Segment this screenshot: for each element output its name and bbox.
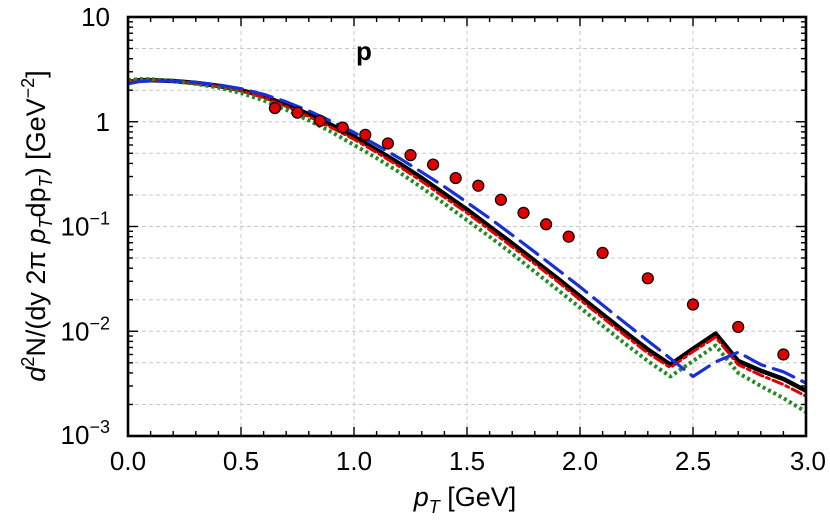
data-point (336, 121, 349, 134)
y-axis-label-part: 2 (18, 357, 38, 367)
y-tick-label: 10−3 (61, 417, 110, 450)
x-tick-label: 1.5 (449, 446, 485, 476)
x-axis-label: pT [GeV] (413, 482, 517, 517)
series-line-dashed (128, 79, 806, 385)
data-point (404, 149, 417, 162)
y-axis-label-part: T (36, 215, 56, 228)
data-point (732, 320, 745, 334)
data-point (777, 348, 790, 361)
x-tick-label: 3.0 (790, 446, 826, 476)
data-point (381, 137, 394, 150)
x-axis-label-unit: [GeV] (440, 482, 517, 512)
data-point (562, 230, 575, 243)
y-axis-label-part: ] (21, 70, 51, 78)
x-tick-label: 0.0 (110, 446, 146, 476)
grid (128, 17, 806, 436)
y-axis-label: d2N/(dy 2π pTdpT) [GeV−2] (18, 70, 56, 381)
panel-label: p (356, 36, 372, 66)
data-point (291, 106, 304, 119)
data-point (427, 158, 440, 171)
y-tick-labels: 10 1 10−1 10−2 10−3 (61, 2, 110, 450)
y-axis-label-part: dp (21, 187, 51, 217)
data-point (494, 193, 507, 206)
y-axis-label-part: N/(dy 2 (21, 270, 51, 357)
x-tick-label: 2.0 (562, 446, 598, 476)
x-tick-label: 0.5 (223, 446, 259, 476)
y-axis-label-part: d (21, 366, 51, 382)
data-point (539, 218, 553, 231)
series-line-dotted (128, 77, 806, 414)
x-axis-label-sub: T (429, 497, 442, 517)
y-axis-label-part: −2 (18, 78, 38, 99)
x-axis-label-main: p (413, 482, 429, 512)
axis-ticks (127, 16, 807, 437)
data-point (596, 246, 609, 259)
data-point (359, 128, 372, 141)
data-point (268, 101, 281, 115)
data-point (517, 206, 530, 219)
x-tick-labels: 0.0 0.5 1.0 1.5 2.0 2.5 3.0 (110, 446, 826, 476)
y-axis-label-part: p (21, 228, 51, 251)
x-tick-label: 2.5 (675, 446, 711, 476)
y-tick-label: 10−2 (61, 313, 110, 346)
data-point (449, 171, 462, 185)
data-point (472, 179, 485, 192)
y-axis-label-part: ) [GeV (21, 98, 51, 176)
y-axis-label-part: π (21, 251, 51, 270)
data-point (314, 114, 327, 127)
x-tick-label: 1.0 (336, 446, 372, 476)
data-points (268, 101, 790, 361)
data-point (641, 272, 654, 285)
y-tick-label: 10−1 (61, 209, 110, 242)
data-point (686, 298, 700, 311)
y-tick-label: 1 (96, 107, 110, 137)
series-lines (128, 77, 806, 414)
y-tick-label: 10 (81, 2, 110, 32)
y-axis-label-part: T (36, 174, 56, 187)
